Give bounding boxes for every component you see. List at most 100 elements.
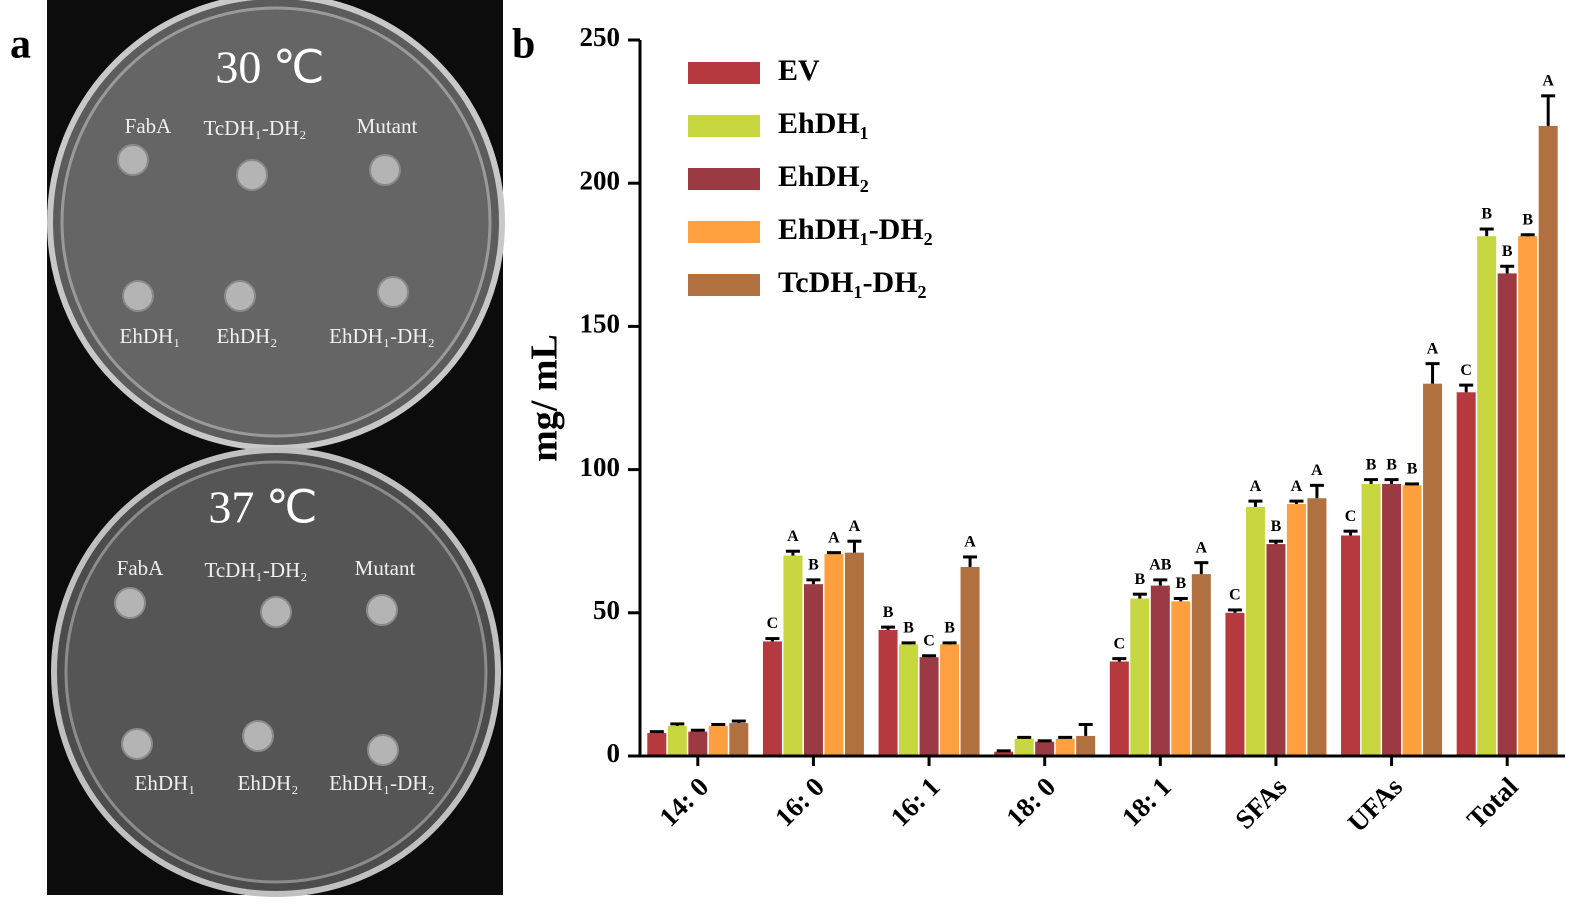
legend-swatch [688,168,760,190]
significance-letter: B [808,557,819,574]
significance-letter: C [1460,362,1472,379]
bar [919,657,939,756]
strain-label: FabA [125,114,173,138]
bar [899,644,919,756]
bar [1055,738,1075,756]
colony [377,276,409,308]
significance-letter: C [767,615,779,632]
colony [122,280,154,312]
significance-letter: A [828,529,840,546]
bar [1191,574,1211,756]
bar [960,566,980,756]
x-tick-label: 16: 0 [769,771,830,832]
petri-dish-inner [60,6,492,438]
bar [708,725,728,756]
plate-temperature: 30 ℃ [215,42,324,93]
y-tick-label: 100 [580,452,621,482]
bar [824,554,844,756]
bar [688,731,708,756]
bar [1150,585,1170,756]
bar [1497,273,1517,756]
strain-label: Mutant [355,556,416,580]
legend-label: TcDH₁-DH₂ [778,266,927,299]
bar [647,733,667,756]
bar [1171,601,1191,756]
y-axis-label: mg/ mL [524,334,566,462]
significance-letter: B [1175,575,1186,592]
bar [940,644,960,756]
bar [1307,498,1327,756]
legend-swatch [688,62,760,84]
y-tick-label: 200 [580,165,621,195]
significance-letter: AB [1149,557,1172,574]
panel-label: b [512,22,535,68]
strain-label: TcDH₁-DH₂ [205,558,308,582]
y-tick-label: 250 [580,22,621,52]
plate-temperature: 37 ℃ [208,482,317,533]
bar [1130,598,1150,756]
significance-letter: B [1366,456,1377,473]
significance-letter: B [1134,571,1145,588]
x-tick-label: UFAs [1342,771,1408,837]
petri-dish-inner [64,460,488,884]
panel-label: a [10,22,31,68]
bar [803,584,823,756]
significance-letter: B [1271,518,1282,535]
significance-letter: C [1229,587,1241,604]
bar [729,723,749,756]
strain-label: EhDH₁ [135,771,196,795]
bar [878,629,898,756]
colony [114,587,146,619]
legend-label: EhDH₁-DH₂ [778,213,933,246]
bar [1518,236,1538,756]
significance-letter: A [849,518,861,535]
colony [366,594,398,626]
legend-swatch [688,221,760,243]
legend-swatch [688,274,760,296]
significance-letter: B [944,620,955,637]
colony [236,159,268,191]
colony [242,720,274,752]
y-tick-label: 150 [580,309,621,339]
significance-letter: B [883,604,894,621]
legend-label: EhDH₁ [778,107,869,140]
x-tick-label: Total [1461,771,1524,834]
significance-letter: A [787,528,799,545]
bar [1266,544,1286,756]
bar [1423,383,1443,756]
bar [762,641,782,756]
legend-label: EV [778,54,820,87]
x-tick-label: 16: 1 [885,771,946,832]
bar [1538,125,1558,757]
colony [367,734,399,766]
significance-letter: A [1311,462,1323,479]
strain-label: Mutant [357,114,418,138]
colony [260,596,292,628]
bar [1225,612,1245,756]
colony [121,728,153,760]
colony [224,280,256,312]
significance-letter: B [1386,456,1397,473]
strain-label: EhDH₁-DH₂ [329,771,435,795]
bar [1035,741,1055,756]
strain-label: FabA [117,556,165,580]
significance-letter: B [1502,243,1513,260]
legend-swatch [688,115,760,137]
y-tick-label: 50 [593,595,620,625]
bar [667,725,687,756]
bar [994,751,1014,756]
bar [1456,392,1476,756]
significance-letter: C [1345,508,1357,525]
bar [1109,661,1129,756]
bar [1402,485,1422,756]
x-tick-label: 18: 1 [1116,771,1177,832]
bar [1477,236,1497,756]
bar [1361,483,1381,756]
significance-letter: A [964,534,976,551]
y-tick-label: 0 [607,738,621,768]
strain-label: TcDH₁-DH₂ [204,116,307,140]
x-tick-label: SFAs [1229,771,1292,834]
legend-label: EhDH₂ [778,160,869,193]
significance-letter: C [1114,635,1126,652]
